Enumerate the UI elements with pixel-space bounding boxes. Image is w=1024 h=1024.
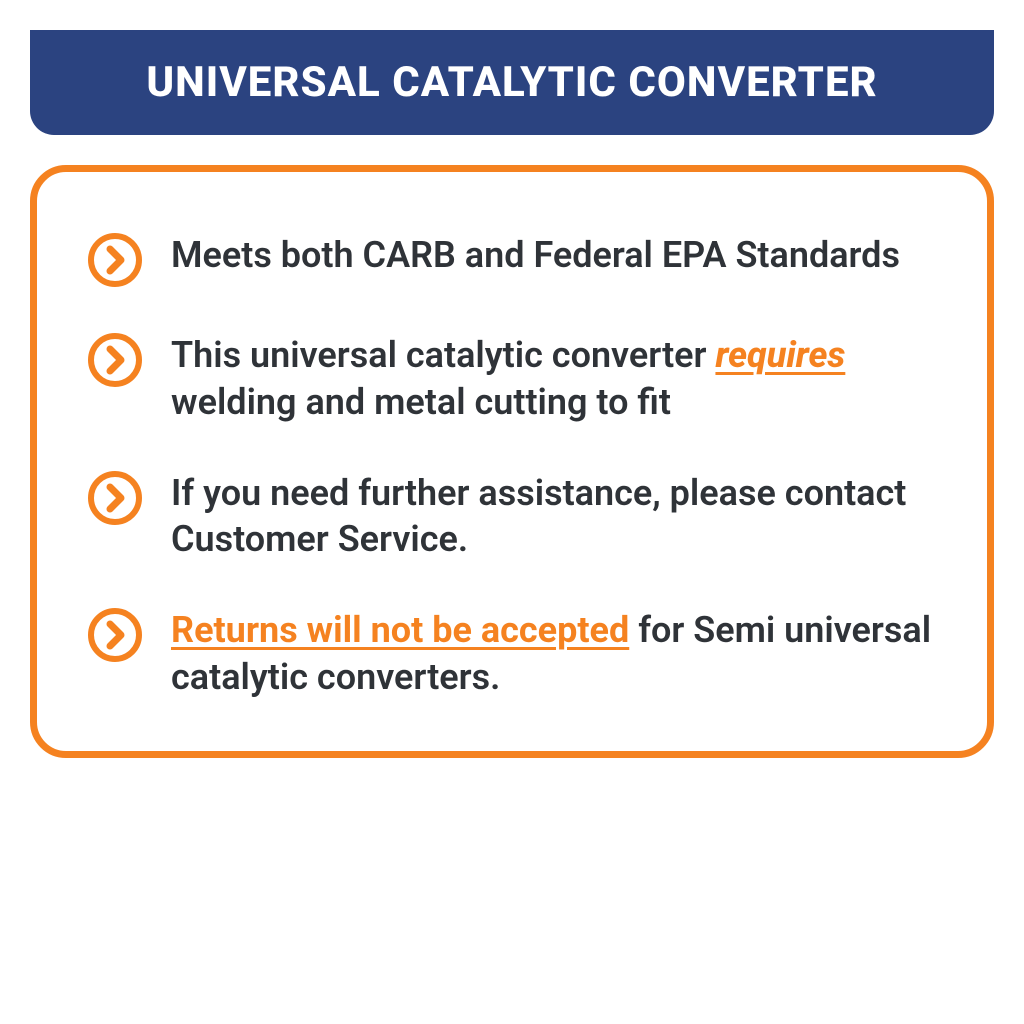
chevron-right-icon	[87, 332, 143, 388]
bullet-row: Meets both CARB and Federal EPA Standard…	[87, 232, 937, 288]
bullet-text: Returns will not be accepted for Semi un…	[171, 607, 937, 701]
chevron-right-icon	[87, 607, 143, 663]
header-title: UNIVERSAL CATALYTIC CONVERTER	[146, 58, 877, 107]
content-box: Meets both CARB and Federal EPA Standard…	[30, 165, 994, 758]
header-banner: UNIVERSAL CATALYTIC CONVERTER	[30, 30, 994, 135]
text-part: If you need further assistance, please c…	[171, 472, 906, 561]
emphasis-text: Returns will not be accepted	[171, 609, 629, 651]
emphasis-text: requires	[715, 334, 845, 376]
bullet-text: This universal catalytic converter requi…	[171, 332, 937, 426]
bullet-text: Meets both CARB and Federal EPA Standard…	[171, 232, 900, 279]
chevron-right-icon	[87, 232, 143, 288]
bullet-row: This universal catalytic converter requi…	[87, 332, 937, 426]
text-part: Meets both CARB and Federal EPA Standard…	[171, 234, 900, 276]
bullet-row: If you need further assistance, please c…	[87, 470, 937, 564]
bullet-text: If you need further assistance, please c…	[171, 470, 937, 564]
text-part: welding and metal cutting to fit	[171, 381, 671, 423]
text-part: This universal catalytic converter	[171, 334, 715, 376]
bullet-row: Returns will not be accepted for Semi un…	[87, 607, 937, 701]
chevron-right-icon	[87, 470, 143, 526]
